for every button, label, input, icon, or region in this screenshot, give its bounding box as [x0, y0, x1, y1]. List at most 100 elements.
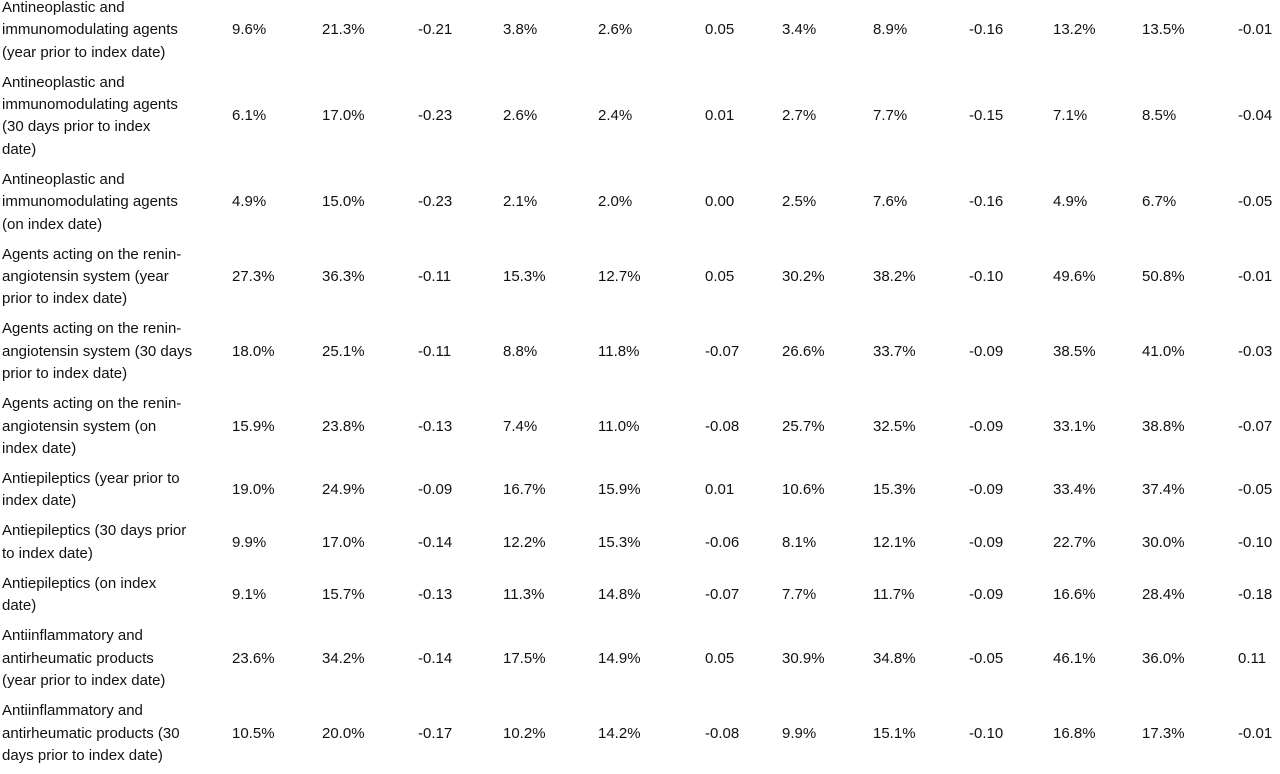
row-label: Antiepileptics (on index date) — [0, 573, 232, 618]
label-line: Antiepileptics (year prior to — [2, 470, 180, 488]
value-cell: 15.7% — [322, 586, 365, 604]
label-line: Agents acting on the renin- — [2, 395, 182, 413]
value-cell: 21.3% — [322, 21, 365, 39]
label-line: Agents acting on the renin- — [2, 245, 182, 263]
value-cell: -0.18 — [1238, 586, 1273, 604]
label-line: angiotensin system (year — [2, 268, 169, 286]
value-cell: 15.9% — [598, 481, 641, 499]
value-cell: 25.1% — [322, 342, 365, 360]
label-line: Antineoplastic and — [2, 73, 125, 91]
value-cell: 15.3% — [873, 481, 916, 499]
value-cell: -0.17 — [418, 724, 453, 742]
value-cell: 2.0% — [598, 193, 633, 211]
value-cell: -0.21 — [418, 21, 453, 39]
value-cell: 14.9% — [598, 649, 641, 667]
value-cell: -0.06 — [705, 533, 740, 551]
value-cell: 36.0% — [1142, 649, 1185, 667]
table-row: Agents acting on the renin-angiotensin s… — [0, 240, 1280, 315]
table-row: Antiepileptics (30 days prior to index da… — [0, 517, 1280, 569]
table-row: Agents acting on the renin-angiotensin s… — [0, 315, 1280, 390]
value-cell: -0.04 — [1238, 107, 1273, 125]
row-label: Antineoplastic and immunomodulating agent… — [0, 169, 232, 236]
value-cell: 11.7% — [873, 586, 915, 604]
value-cell: 8.8% — [503, 342, 538, 360]
label-line: (on index date) — [2, 215, 103, 233]
value-cell: -0.05 — [1238, 481, 1273, 499]
value-cell: -0.05 — [969, 649, 1004, 667]
value-cell: 0.05 — [705, 21, 735, 39]
value-cell: 50.8% — [1142, 268, 1185, 286]
value-cell: 30.2% — [782, 268, 825, 286]
value-cell: 46.1% — [1053, 649, 1096, 667]
value-cell: 16.7% — [503, 481, 546, 499]
value-cell: -0.11 — [418, 342, 452, 360]
value-cell: 38.8% — [1142, 417, 1185, 435]
table-row: Antineoplastic and immunomodulating agent… — [0, 0, 1280, 68]
value-cell: 30.9% — [782, 649, 825, 667]
value-cell: -0.16 — [969, 21, 1004, 39]
value-cell: 16.6% — [1053, 586, 1096, 604]
value-cell: -0.01 — [1238, 268, 1273, 286]
value-cell: 8.1% — [782, 533, 817, 551]
label-line: prior to index date) — [2, 290, 128, 308]
label-line: Agents acting on the renin- — [2, 320, 182, 338]
label-line: Antiinflammatory and — [2, 702, 143, 720]
value-cell: 28.4% — [1142, 586, 1185, 604]
value-cell: -0.09 — [969, 586, 1004, 604]
label-line: Antiepileptics (30 days prior — [2, 522, 187, 540]
value-cell: -0.01 — [1238, 724, 1273, 742]
value-cell: -0.15 — [969, 107, 1004, 125]
row-label: Antineoplastic and immunomodulating agent… — [0, 72, 232, 162]
value-cell: 37.4% — [1142, 481, 1185, 499]
value-cell: 4.9% — [1053, 193, 1088, 211]
value-cell: 0.00 — [705, 193, 735, 211]
value-cell: 41.0% — [1142, 342, 1185, 360]
label-line: Antineoplastic and — [2, 170, 125, 188]
value-cell: -0.10 — [1238, 533, 1273, 551]
value-cell: 7.6% — [873, 193, 908, 211]
value-cell: 12.7% — [598, 268, 641, 286]
label-line: index date) — [2, 440, 77, 458]
label-line: (year prior to index date) — [2, 43, 166, 61]
value-cell: -0.08 — [705, 417, 740, 435]
value-cell: 7.7% — [873, 107, 908, 125]
value-cell: 0.11 — [1238, 649, 1267, 667]
row-label: Antineoplastic and immunomodulating agent… — [0, 0, 232, 64]
row-label: Agents acting on the renin-angiotensin s… — [0, 318, 232, 385]
value-cell: 0.01 — [705, 481, 735, 499]
value-cell: 11.0% — [598, 417, 640, 435]
value-cell: 27.3% — [232, 268, 275, 286]
value-cell: -0.14 — [418, 533, 453, 551]
value-cell: 3.4% — [782, 21, 817, 39]
value-cell: 20.0% — [322, 724, 365, 742]
value-cell: 17.0% — [322, 533, 365, 551]
label-line: prior to index date) — [2, 365, 128, 383]
table-row: Antineoplastic and immunomodulating agent… — [0, 165, 1280, 240]
label-line: (30 days prior to index — [2, 118, 151, 136]
value-cell: 11.8% — [598, 342, 640, 360]
value-cell: 3.8% — [503, 21, 538, 39]
value-cell: 15.3% — [503, 268, 546, 286]
label-line: Antiinflammatory and — [2, 627, 143, 645]
row-label: Antiinflammatory and antirheumatic produc… — [0, 625, 232, 692]
value-cell: -0.07 — [705, 342, 740, 360]
value-cell: 9.9% — [232, 533, 267, 551]
row-label: Antiepileptics (year prior to index date) — [0, 468, 232, 513]
label-line: immunomodulating agents — [2, 21, 178, 39]
value-cell: 8.5% — [1142, 107, 1177, 125]
value-cell: 2.5% — [782, 193, 817, 211]
label-line: to index date) — [2, 544, 93, 562]
value-cell: 9.1% — [232, 586, 267, 604]
value-cell: 23.6% — [232, 649, 275, 667]
value-cell: 49.6% — [1053, 268, 1096, 286]
value-cell: 17.5% — [503, 649, 546, 667]
value-cell: 24.9% — [322, 481, 365, 499]
label-line: antirheumatic products — [2, 649, 154, 667]
value-cell: 18.0% — [232, 342, 275, 360]
value-cell: 14.2% — [598, 724, 641, 742]
table-row: Antiepileptics (on index date) 9.1% 15.7% -0… — [0, 569, 1280, 621]
value-cell: 22.7% — [1053, 533, 1096, 551]
value-cell: -0.01 — [1238, 21, 1273, 39]
table-row: Agents acting on the renin-angiotensin s… — [0, 389, 1280, 464]
